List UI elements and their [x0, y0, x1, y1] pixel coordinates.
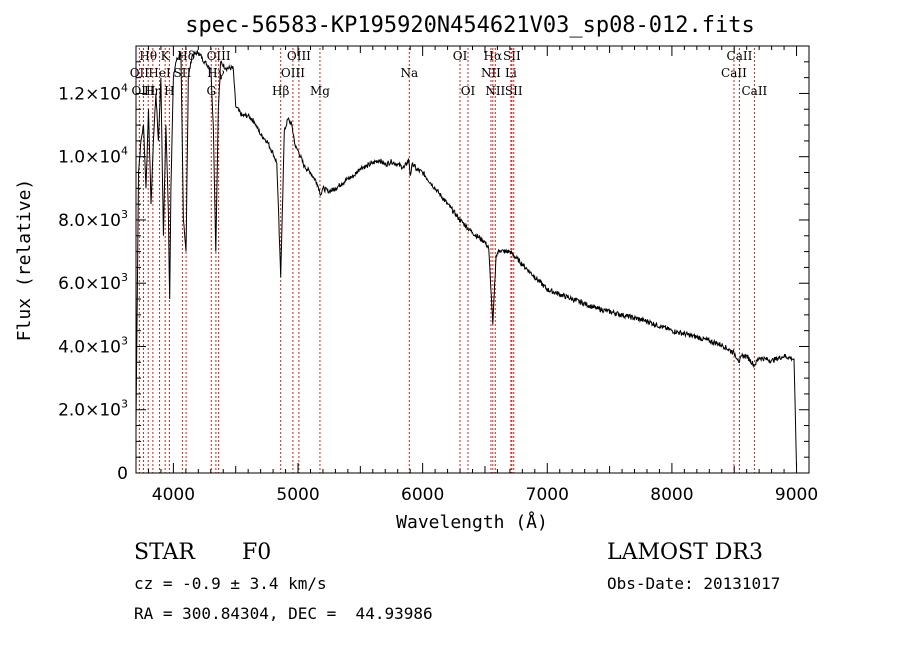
spectrum-line — [135, 49, 797, 467]
line-label-6: Hα — [484, 49, 503, 63]
x-tick-label-3: 7000 — [526, 485, 569, 505]
chart-title: spec-56583-KP195920N454621V03_sp08-012.f… — [185, 13, 755, 38]
y-tick-exponent-3: 3 — [121, 271, 128, 284]
y-tick-mantissa-5: 1.0×10 — [58, 148, 121, 168]
y-tick-mantissa-0: 0 — [117, 464, 128, 484]
line-label-23: Mg — [310, 84, 330, 98]
object-type: STAR — [134, 540, 196, 565]
y-tick-exponent-5: 4 — [121, 145, 128, 158]
y-axis-label: Flux (relative) — [14, 179, 35, 342]
x-tick-label-0: 4000 — [152, 485, 195, 505]
line-label-24: OI — [461, 84, 476, 98]
y-tick-label-2: 4.0×103 — [58, 334, 128, 357]
plot-frame — [135, 45, 810, 474]
y-tick-exponent-6: 4 — [121, 81, 128, 94]
line-label-8: CaII — [727, 49, 753, 63]
line-label-14: Na — [400, 66, 418, 80]
y-tick-mantissa-1: 2.0×10 — [58, 401, 121, 421]
line-label-9: OII — [130, 66, 150, 80]
line-label-18: OIII — [131, 84, 155, 98]
y-tick-exponent-1: 3 — [121, 398, 128, 411]
line-label-15: NII — [481, 66, 501, 80]
line-label-4: OIII — [287, 49, 311, 63]
line-label-20: H — [164, 84, 174, 98]
line-label-3: OIII — [207, 49, 231, 63]
x-tick-label-2: 6000 — [401, 485, 444, 505]
x-tick-label-5: 9000 — [775, 485, 818, 505]
line-label-5: OI — [453, 49, 468, 63]
line-label-25: NII — [485, 84, 505, 98]
coordinates: RA = 300.84304, DEC = 44.93986 — [134, 604, 433, 623]
y-tick-label-6: 1.2×104 — [58, 81, 128, 104]
y-tick-label-5: 1.0×104 — [58, 145, 128, 168]
line-label-0: Hθ — [139, 49, 157, 63]
y-tick-exponent-2: 3 — [121, 334, 128, 347]
y-tick-mantissa-6: 1.2×10 — [58, 84, 121, 104]
y-tick-exponent-4: 3 — [121, 208, 128, 221]
y-tick-label-3: 6.0×103 — [58, 271, 128, 294]
y-tick-mantissa-2: 4.0×10 — [58, 337, 121, 357]
line-label-7: SII — [503, 49, 521, 63]
line-label-10: HeI — [148, 66, 171, 80]
line-label-26: SII — [505, 84, 523, 98]
x-axis-label: Wavelength (Å) — [396, 511, 548, 533]
line-label-17: CaII — [721, 66, 747, 80]
redshift-value: cz = -0.9 ± 3.4 km/s — [134, 574, 327, 593]
x-tick-label-4: 8000 — [650, 485, 693, 505]
y-tick-label-1: 2.0×103 — [58, 398, 128, 421]
line-label-19: Hη — [144, 84, 162, 98]
line-label-2: Hδ — [177, 49, 195, 63]
line-label-13: OIII — [281, 66, 305, 80]
x-tick-label-1: 5000 — [276, 485, 319, 505]
survey-name: LAMOST DR3 — [607, 540, 763, 565]
y-axis: 02.0×1034.0×1036.0×1038.0×1031.0×1041.2×… — [58, 61, 809, 484]
y-tick-mantissa-3: 6.0×10 — [58, 274, 121, 294]
line-label-11: SII — [174, 66, 192, 80]
y-tick-mantissa-4: 8.0×10 — [58, 211, 121, 231]
line-label-1: K — [161, 49, 171, 63]
line-label-22: Hβ — [272, 84, 289, 98]
line-label-27: CaII — [741, 84, 767, 98]
spectral-subclass: F0 — [242, 540, 271, 565]
line-label-16: Li — [505, 66, 517, 80]
observation-date: Obs-Date: 20131017 — [607, 574, 780, 593]
x-axis: 4000 5000 6000 7000 8000 9000 — [147, 46, 818, 505]
y-tick-label-0: 0 — [117, 464, 128, 484]
y-tick-label-4: 8.0×103 — [58, 208, 128, 231]
